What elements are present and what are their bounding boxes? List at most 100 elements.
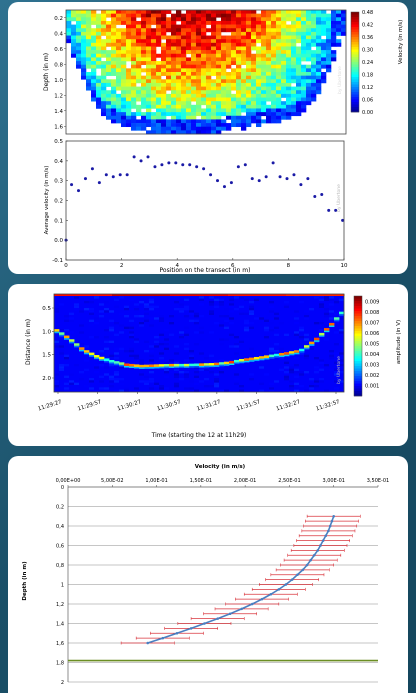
amplitude-noise-cell bbox=[194, 382, 199, 385]
velocity-heatmap-y-tick-label: 1.6 bbox=[54, 124, 63, 130]
velocity-heatmap-cell bbox=[281, 112, 287, 117]
velocity-heatmap-cell bbox=[201, 17, 207, 22]
velocity-heatmap-cell bbox=[261, 75, 267, 80]
velocity-heatmap-cell bbox=[231, 39, 237, 44]
amplitude-noise-cell bbox=[204, 366, 209, 369]
average-velocity-point bbox=[181, 163, 185, 167]
amplitude-noise-cell bbox=[59, 389, 64, 392]
amplitude-bottom-cell bbox=[269, 354, 275, 358]
velocity-heatmap-cell bbox=[161, 93, 167, 98]
velocity-heatmap-cell bbox=[116, 57, 122, 62]
velocity-heatmap-cell bbox=[271, 61, 277, 66]
velocity-heatmap-cell bbox=[156, 126, 162, 131]
velocity-heatmap-cell bbox=[216, 72, 222, 76]
velocity-heatmap-cell bbox=[196, 130, 202, 135]
velocity-heatmap-cell bbox=[91, 86, 97, 91]
amplitude-noise-cell bbox=[149, 305, 154, 308]
velocity-heatmap-cell bbox=[191, 97, 197, 102]
amplitude-bottom-shadow-cell bbox=[254, 359, 260, 362]
velocity-heatmap-cell bbox=[186, 46, 192, 51]
amplitude-noise-cell bbox=[129, 354, 134, 357]
velocity-heatmap-cell bbox=[131, 82, 137, 87]
velocity-heatmap-cell bbox=[246, 35, 252, 40]
velocity-heatmap-cell bbox=[321, 13, 327, 18]
velocity-heatmap-cell bbox=[186, 108, 192, 113]
velocity-heatmap-cell bbox=[111, 93, 117, 98]
velocity-heatmap-cell bbox=[201, 24, 207, 29]
amplitude-colorbar-segment bbox=[354, 388, 362, 392]
amplitude-surface-cell bbox=[170, 294, 229, 296]
amplitude-colorbar-segment bbox=[354, 338, 362, 342]
velocity-heatmap-cell bbox=[256, 57, 262, 62]
amplitude-noise-cell bbox=[189, 312, 194, 315]
amplitude-noise-cell bbox=[274, 317, 279, 320]
velocity-colorbar-segment bbox=[351, 42, 359, 45]
amplitude-bottom-shadow-cell bbox=[299, 351, 305, 353]
velocity-heatmap-cell bbox=[256, 97, 262, 102]
velocity-heatmap-cell bbox=[231, 20, 237, 25]
velocity-heatmap-cell bbox=[176, 90, 182, 95]
velocity-heatmap-cell bbox=[156, 53, 162, 58]
velocity-heatmap-cell bbox=[301, 10, 307, 14]
amplitude-noise-cell bbox=[334, 371, 339, 374]
amplitude-noise-cell bbox=[289, 371, 294, 374]
velocity-heatmap-cell bbox=[151, 64, 157, 69]
velocity-heatmap-cell bbox=[121, 68, 127, 73]
velocity-heatmap-cell bbox=[326, 28, 332, 33]
velocity-heatmap-cell bbox=[336, 39, 342, 44]
velocity-heatmap-cell bbox=[111, 97, 117, 102]
velocity-heatmap-cell bbox=[211, 86, 217, 91]
amplitude-noise-cell bbox=[64, 357, 69, 360]
velocity-heatmap-cell bbox=[301, 101, 307, 106]
velocity-heatmap-cell bbox=[176, 46, 182, 51]
velocity-colorbar-segment bbox=[351, 17, 359, 20]
amplitude-noise-cell bbox=[299, 371, 304, 374]
velocity-heatmap-cell bbox=[256, 79, 262, 84]
amplitude-noise-cell bbox=[239, 305, 244, 308]
velocity-colorbar-tick-label: 0.48 bbox=[362, 10, 373, 16]
average-velocity-point bbox=[250, 177, 254, 181]
velocity-heatmap-cell bbox=[176, 61, 182, 66]
velocity-heatmap-cell bbox=[171, 79, 177, 84]
amplitude-bottom-cell bbox=[149, 364, 155, 368]
velocity-heatmap-cell bbox=[286, 57, 292, 62]
amplitude-noise-cell bbox=[314, 380, 319, 383]
velocity-heatmap-cell bbox=[226, 90, 232, 95]
velocity-heatmap-cell bbox=[196, 68, 202, 73]
velocity-heatmap-cell bbox=[316, 82, 322, 87]
velocity-heatmap-cell bbox=[321, 31, 327, 36]
average-velocity-x-tick-label: 2 bbox=[120, 263, 124, 269]
velocity-heatmap-cell bbox=[166, 97, 172, 102]
velocity-heatmap-cell bbox=[256, 123, 262, 128]
velocity-heatmap-cell bbox=[256, 108, 262, 113]
velocity-heatmap-cell bbox=[236, 57, 242, 62]
velocity-heatmap-cell bbox=[256, 28, 262, 33]
amplitude-bottom-shadow-cell bbox=[134, 367, 140, 369]
velocity-heatmap-cell bbox=[266, 97, 272, 102]
amplitude-colorbar-segment bbox=[354, 318, 362, 322]
velocity-heatmap-cell bbox=[101, 82, 107, 87]
velocity-heatmap-cell bbox=[311, 31, 317, 36]
amplitude-noise-cell bbox=[174, 382, 179, 385]
velocity-heatmap-cell bbox=[81, 75, 87, 80]
velocity-heatmap-cell bbox=[156, 68, 162, 73]
velocity-heatmap-cell bbox=[301, 93, 307, 98]
amplitude-colorbar-tick-label: 0.003 bbox=[365, 362, 379, 368]
amplitude-bottom-shadow-cell bbox=[309, 344, 315, 346]
velocity-heatmap-cell bbox=[136, 86, 142, 91]
amplitude-noise-cell bbox=[229, 305, 234, 308]
velocity-heatmap-cell bbox=[296, 24, 302, 29]
velocity-heatmap-cell bbox=[216, 28, 222, 33]
amplitude-noise-cell bbox=[164, 347, 169, 350]
velocity-heatmap-cell bbox=[156, 108, 162, 113]
velocity-heatmap-cell bbox=[196, 17, 202, 22]
average-velocity-frame bbox=[65, 140, 345, 261]
velocity-heatmap-cell bbox=[221, 35, 227, 40]
velocity-heatmap-cell bbox=[161, 42, 167, 47]
velocity-heatmap-cell bbox=[176, 75, 182, 80]
velocity-heatmap-cell bbox=[101, 68, 107, 73]
velocity-heatmap-cell bbox=[246, 72, 252, 76]
amplitude-noise-cell bbox=[214, 382, 219, 385]
amplitude-noise-cell bbox=[269, 305, 274, 308]
velocity-heatmap-cell bbox=[261, 104, 267, 109]
